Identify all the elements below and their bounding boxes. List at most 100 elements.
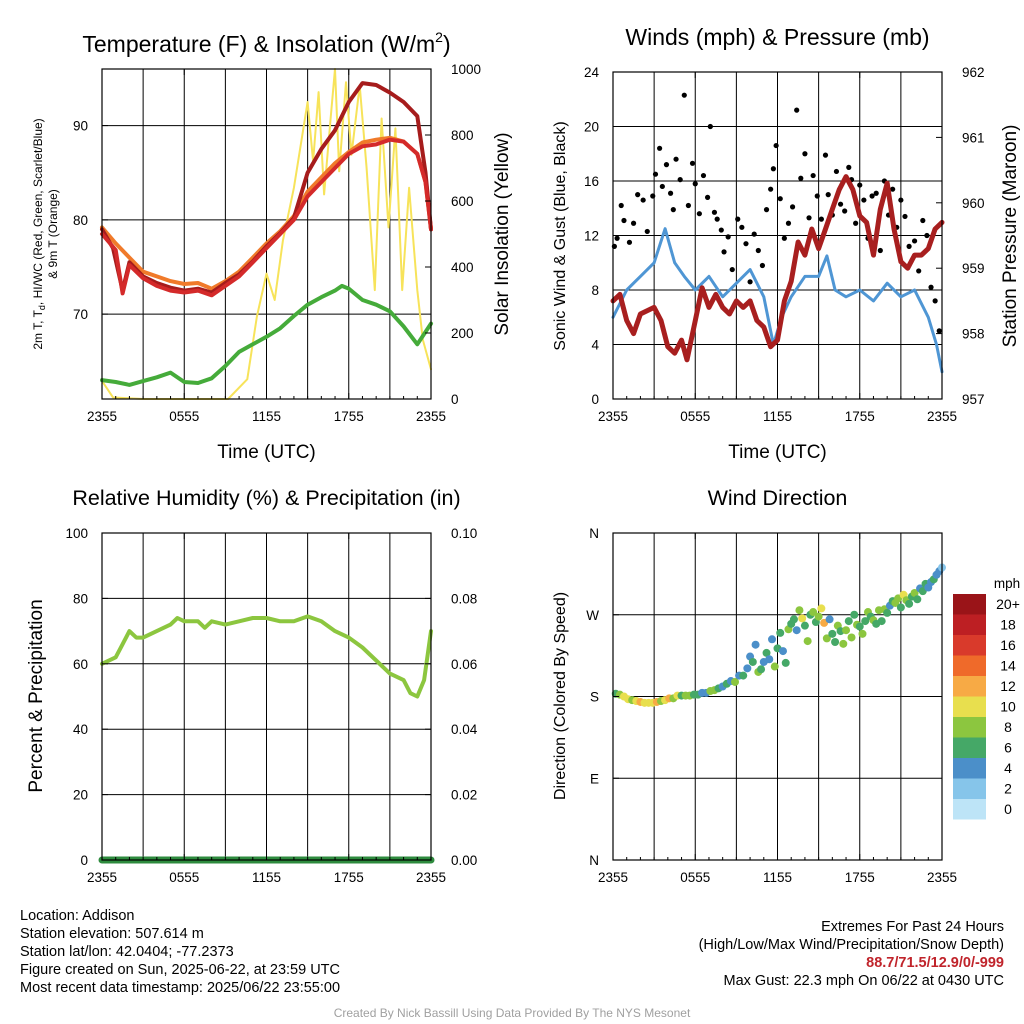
colorbar-unit: mph	[994, 576, 1020, 591]
y-right-tick-label: 0.06	[451, 657, 477, 672]
colorbar-bin	[953, 676, 986, 697]
y-right-tick-label: 400	[451, 260, 474, 275]
direction-point	[839, 639, 848, 648]
colorbar-bin	[953, 737, 986, 758]
gust-point	[877, 247, 883, 254]
y-axis-label-right: Solar Insolation (Yellow)	[492, 132, 513, 335]
pressure-line	[610, 174, 945, 363]
gust-point	[932, 298, 938, 304]
colorbar-label: 6	[1004, 740, 1012, 756]
x-tick-label: 2355	[927, 870, 957, 885]
x-tick-label: 2355	[87, 870, 117, 885]
y-axis-label-left: Sonic Wind & Gust (Blue, Black)	[552, 121, 569, 350]
chart-title: Winds (mph) & Pressure (mb)	[625, 24, 929, 50]
gust-point	[785, 220, 792, 226]
panel-3: 2355 0555 1155 1755 2355 0 20 40 60 80 100 0.00 0.02…	[26, 486, 478, 885]
gust-point	[689, 160, 696, 166]
gust-point	[777, 196, 783, 202]
direction-point	[905, 599, 914, 608]
direction-point	[776, 628, 785, 637]
y-left-tick-label: 8	[591, 283, 599, 298]
y-right-tick-label: 0.10	[451, 526, 477, 541]
series-line-1	[100, 614, 433, 699]
direction-point	[803, 637, 812, 646]
x-tick-label: 0555	[680, 409, 710, 424]
gust-point	[685, 202, 691, 209]
gust-point	[650, 193, 656, 199]
gust-point	[644, 228, 650, 235]
direction-point	[883, 608, 892, 617]
gust-point	[846, 164, 852, 170]
y-right-tick-label: 1000	[451, 62, 481, 77]
gust-point	[640, 197, 646, 203]
y-left-tick-label: 100	[65, 526, 88, 541]
y-left-tick-label: N	[589, 526, 599, 541]
gust-point	[837, 201, 844, 207]
y-right-tick-label: 960	[962, 196, 985, 211]
gust-point	[869, 193, 875, 199]
gust-point	[743, 241, 749, 247]
x-tick-label: 1155	[763, 870, 792, 885]
gust-point	[770, 166, 776, 172]
x-tick-label: 1155	[763, 409, 792, 424]
y-left-tick-label: 0	[80, 853, 88, 868]
panel-2: 2355 0555 1155 1755 2355 0 4 8 12 16 20 24 957 958 959…	[552, 24, 1021, 463]
direction-point	[822, 634, 831, 643]
gust-point	[798, 175, 804, 181]
gust-point	[614, 235, 620, 241]
x-axis-label: Time (UTC)	[217, 442, 316, 463]
gust-point	[707, 123, 713, 130]
y-left-tick-label: 0	[591, 392, 599, 407]
colorbar-label: 4	[1004, 760, 1012, 776]
gust-point	[700, 172, 707, 179]
y-right-tick-label: 600	[451, 194, 474, 209]
gust-point	[825, 192, 831, 198]
direction-point	[739, 671, 748, 680]
direction-point	[809, 608, 818, 617]
y-right-tick-label: 0.04	[451, 722, 478, 737]
y-left-tick-label: 80	[73, 213, 88, 228]
gust-point	[853, 220, 859, 226]
colorbar-bin	[953, 696, 986, 717]
y-axis-label-left: Percent & Precipitation	[26, 599, 47, 792]
latlon-text: Station lat/lon: 42.0404; -77.2373	[20, 944, 234, 960]
gust-point	[677, 177, 683, 183]
x-tick-label: 2355	[927, 409, 957, 424]
direction-point	[757, 665, 766, 674]
extremes-subtitle: (High/Low/Max Wind/Precipitation/Snow De…	[698, 937, 1004, 953]
colorbar-label: 14	[1000, 658, 1016, 674]
y-left-tick-label: 16	[584, 174, 599, 189]
gust-point	[618, 202, 624, 209]
gust-point	[936, 328, 942, 334]
y-left-tick-label: 20	[73, 788, 88, 803]
series-line-4	[100, 137, 433, 298]
colorbar-label: 8	[1004, 719, 1012, 735]
direction-point	[798, 614, 807, 623]
colorbar-bin	[953, 778, 986, 799]
direction-point	[743, 664, 752, 673]
credit-text: Created By Nick Bassill Using Data Provi…	[333, 1006, 691, 1020]
chart-title: Temperature (F) & Insolation (W/m2)	[82, 29, 450, 57]
colorbar-label: 2	[1004, 781, 1012, 797]
colorbar-bin	[953, 594, 986, 615]
direction-point	[795, 606, 804, 615]
gust-point	[924, 232, 930, 239]
direction-point	[847, 633, 856, 642]
gust-point	[818, 216, 824, 222]
station-info: Location: Addison Station elevation: 507…	[20, 907, 340, 997]
gust-point	[873, 190, 879, 196]
series-line-5	[100, 283, 433, 387]
gust-point	[681, 92, 687, 98]
x-tick-label: 1755	[334, 870, 364, 885]
y-left-tick-label: S	[590, 690, 599, 705]
y-right-tick-label: 959	[962, 261, 985, 276]
colorbar-bin	[953, 799, 986, 820]
gust-point	[718, 227, 724, 233]
gust-point	[692, 181, 698, 187]
direction-point	[896, 603, 905, 612]
series-line-1	[101, 68, 432, 400]
y-right-tick-label: 0.08	[451, 591, 477, 606]
x-tick-label: 2355	[598, 409, 628, 424]
x-tick-label: 1755	[845, 409, 875, 424]
